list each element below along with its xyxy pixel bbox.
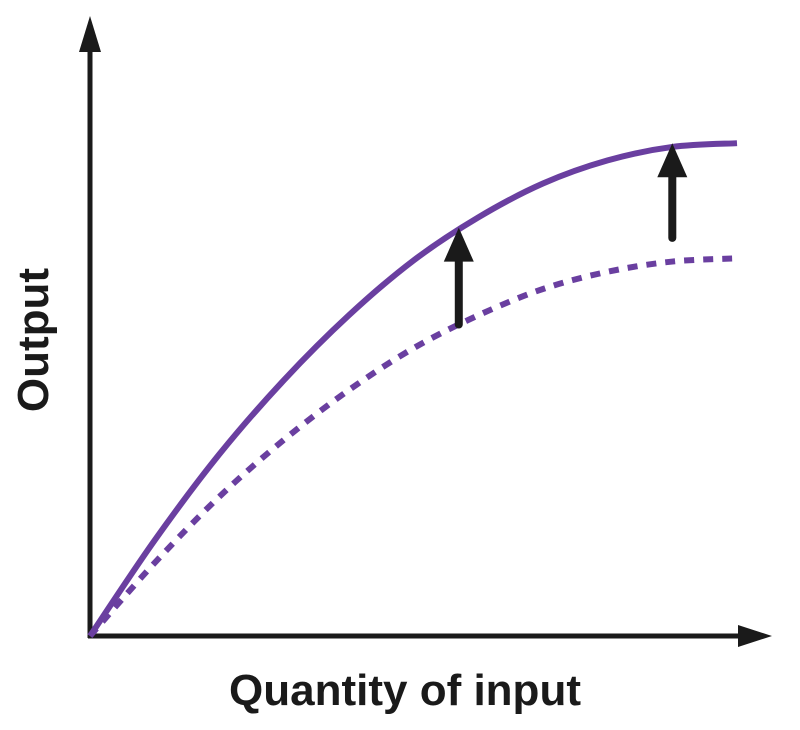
series-line-solid <box>87 140 738 638</box>
x-axis-label: Quantity of input <box>229 666 581 715</box>
series-layer <box>87 140 738 638</box>
series-line-dashed <box>87 255 738 638</box>
y-axis-arrowhead <box>79 16 101 52</box>
x-axis-arrowhead <box>738 625 772 647</box>
annotation-layer <box>443 143 688 329</box>
y-axis-label: Output <box>9 268 58 413</box>
shift-arrow-head <box>657 143 688 178</box>
shift-arrow-2 <box>657 143 688 242</box>
shift-arrow-1 <box>443 227 474 329</box>
shift-arrow-head <box>443 227 474 262</box>
